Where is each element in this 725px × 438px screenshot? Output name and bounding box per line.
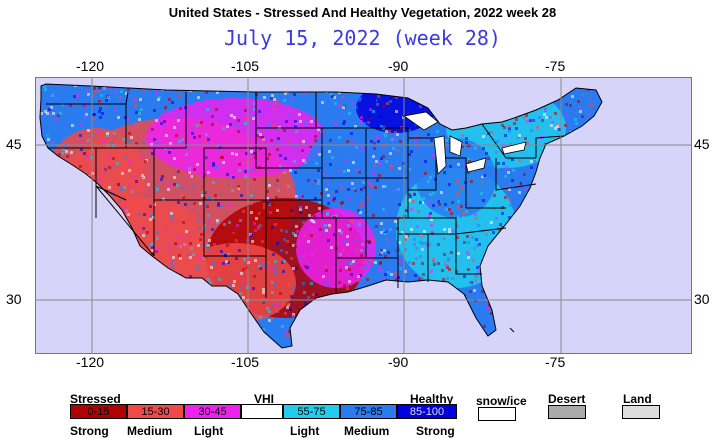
lon-tick-top: -75 bbox=[545, 58, 566, 74]
legend-bin-0-15: 0-15 bbox=[70, 404, 127, 419]
legend-strength-label: Light bbox=[290, 424, 320, 438]
legend-strength-label: Medium bbox=[127, 424, 173, 438]
legend-bin-15-30: 15-30 bbox=[127, 404, 184, 419]
lat-tick-left: 45 bbox=[6, 136, 22, 152]
legend-strength-label: Strong bbox=[416, 424, 455, 438]
date-subtitle: July 15, 2022 (week 28) bbox=[224, 26, 501, 50]
lat-tick-right: 30 bbox=[694, 291, 710, 307]
legend-bin-85-100: 85-100 bbox=[397, 404, 457, 419]
legend-desert-label: Desert bbox=[548, 392, 586, 406]
lon-tick-bottom: -105 bbox=[231, 354, 260, 370]
legend-bin-30-45: 30-45 bbox=[184, 404, 241, 419]
legend-strength-label: Strong bbox=[70, 424, 109, 438]
legend-snow-ice-label: snow/ice bbox=[476, 394, 527, 408]
vhi-region bbox=[146, 98, 326, 178]
legend-stressed-label: Stressed bbox=[70, 392, 121, 406]
legend-strength-label: Medium bbox=[344, 424, 390, 438]
legend-healthy-label: Healthy bbox=[410, 392, 454, 406]
legend-land-swatch bbox=[622, 405, 660, 419]
legend-land-label: Land bbox=[623, 392, 652, 406]
legend-snow-ice-swatch bbox=[478, 407, 516, 421]
lon-tick-top: -105 bbox=[231, 58, 260, 74]
lon-tick-bottom: -120 bbox=[76, 354, 105, 370]
lon-tick-bottom: -75 bbox=[545, 354, 566, 370]
lon-tick-top: -120 bbox=[76, 58, 105, 74]
legend-bin-55-75: 55-75 bbox=[283, 404, 340, 419]
vegetation-map bbox=[35, 77, 692, 354]
lat-tick-right: 45 bbox=[694, 136, 710, 152]
lon-tick-top: -90 bbox=[388, 58, 409, 74]
legend-strength-label: Light bbox=[194, 424, 224, 438]
legend-desert-swatch bbox=[548, 405, 586, 419]
lat-tick-left: 30 bbox=[6, 291, 22, 307]
legend-bin-75-85: 75-85 bbox=[340, 404, 397, 419]
us-vhi-map bbox=[36, 78, 691, 353]
legend-bin-neutral bbox=[241, 404, 283, 419]
map-title: United States - Stressed And Healthy Veg… bbox=[168, 5, 557, 20]
lon-tick-bottom: -90 bbox=[388, 354, 409, 370]
legend-vhi-label: VHI bbox=[254, 392, 275, 406]
